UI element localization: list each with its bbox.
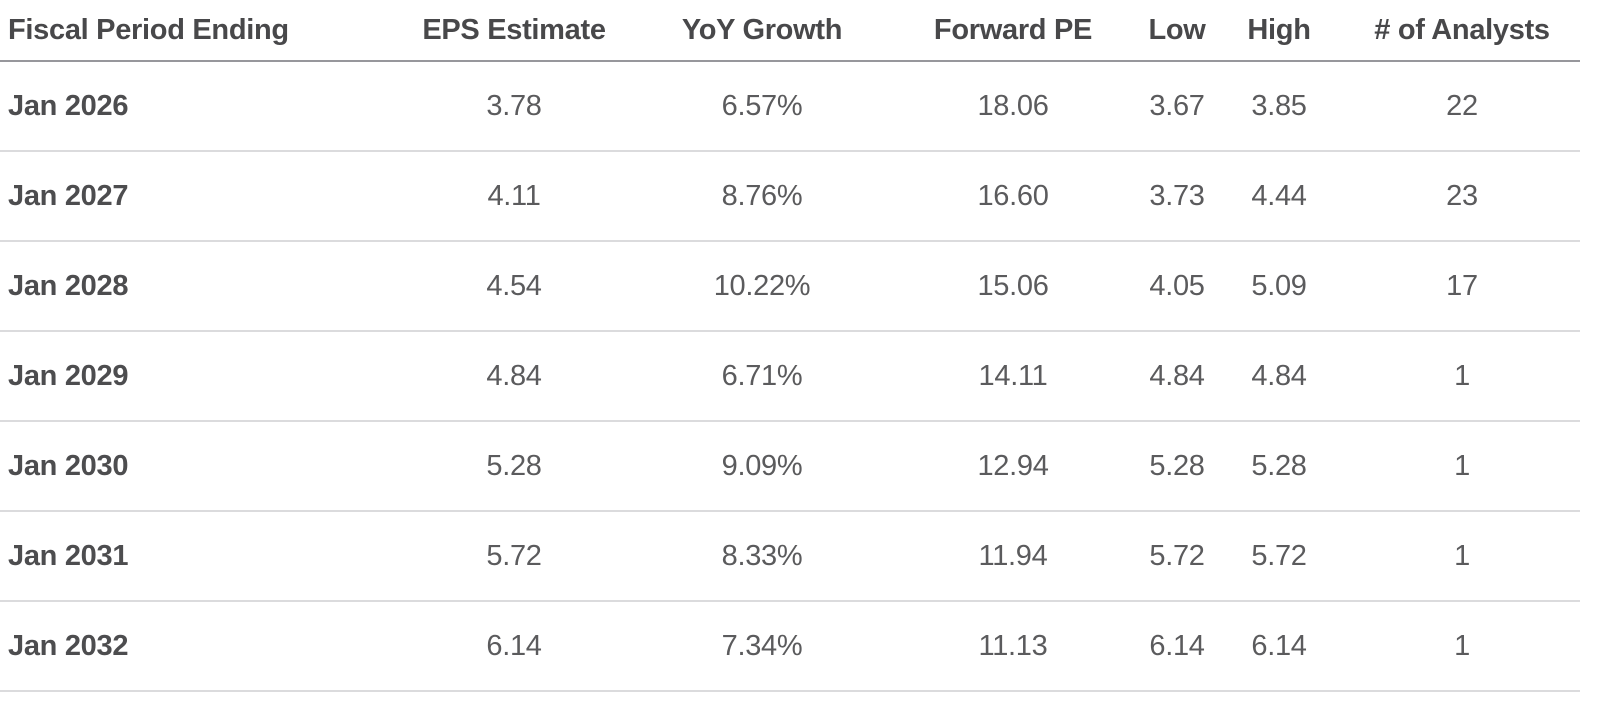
cell-low: 3.67 bbox=[1140, 61, 1214, 152]
cell-period: Jan 2031 bbox=[0, 511, 390, 602]
cell-analysts: 1 bbox=[1344, 601, 1580, 692]
cell-forward-pe: 11.13 bbox=[886, 601, 1140, 692]
table-row-jan-2026: Jan 2026 3.78 6.57% 18.06 3.67 3.85 22 bbox=[0, 61, 1580, 152]
cell-forward-pe: 15.06 bbox=[886, 241, 1140, 332]
cell-eps-estimate: 4.54 bbox=[390, 241, 638, 332]
cell-analysts: 23 bbox=[1344, 151, 1580, 242]
table-row-jan-2031: Jan 2031 5.72 8.33% 11.94 5.72 5.72 1 bbox=[0, 511, 1580, 602]
cell-yoy-growth: 9.09% bbox=[638, 421, 886, 512]
table-row-jan-2029: Jan 2029 4.84 6.71% 14.11 4.84 4.84 1 bbox=[0, 331, 1580, 422]
cell-period: Jan 2029 bbox=[0, 331, 390, 422]
cell-period: Jan 2027 bbox=[0, 151, 390, 242]
cell-high: 4.84 bbox=[1214, 331, 1344, 422]
column-header-low: Low bbox=[1140, 0, 1214, 62]
table-row-jan-2028: Jan 2028 4.54 10.22% 15.06 4.05 5.09 17 bbox=[0, 241, 1580, 332]
cell-eps-estimate: 5.72 bbox=[390, 511, 638, 602]
cell-forward-pe: 11.94 bbox=[886, 511, 1140, 602]
cell-analysts: 22 bbox=[1344, 61, 1580, 152]
cell-yoy-growth: 8.33% bbox=[638, 511, 886, 602]
cell-yoy-growth: 6.71% bbox=[638, 331, 886, 422]
table-row-jan-2032: Jan 2032 6.14 7.34% 11.13 6.14 6.14 1 bbox=[0, 601, 1580, 692]
cell-high: 4.44 bbox=[1214, 151, 1344, 242]
cell-analysts: 1 bbox=[1344, 421, 1580, 512]
column-header-yoy-growth: YoY Growth bbox=[638, 0, 886, 62]
cell-low: 5.28 bbox=[1140, 421, 1214, 512]
cell-analysts: 1 bbox=[1344, 511, 1580, 602]
column-header-high: High bbox=[1214, 0, 1344, 62]
cell-period: Jan 2028 bbox=[0, 241, 390, 332]
cell-analysts: 17 bbox=[1344, 241, 1580, 332]
table-row-jan-2027: Jan 2027 4.11 8.76% 16.60 3.73 4.44 23 bbox=[0, 151, 1580, 242]
table-row-jan-2030: Jan 2030 5.28 9.09% 12.94 5.28 5.28 1 bbox=[0, 421, 1580, 512]
cell-high: 5.28 bbox=[1214, 421, 1344, 512]
cell-analysts: 1 bbox=[1344, 331, 1580, 422]
eps-estimates-table: Fiscal Period Ending EPS Estimate YoY Gr… bbox=[0, 0, 1580, 692]
column-header-forward-pe: Forward PE bbox=[886, 0, 1140, 62]
cell-low: 6.14 bbox=[1140, 601, 1214, 692]
cell-yoy-growth: 7.34% bbox=[638, 601, 886, 692]
cell-eps-estimate: 4.84 bbox=[390, 331, 638, 422]
cell-low: 3.73 bbox=[1140, 151, 1214, 242]
cell-low: 5.72 bbox=[1140, 511, 1214, 602]
cell-low: 4.84 bbox=[1140, 331, 1214, 422]
cell-forward-pe: 18.06 bbox=[886, 61, 1140, 152]
cell-forward-pe: 14.11 bbox=[886, 331, 1140, 422]
column-header-eps-estimate: EPS Estimate bbox=[390, 0, 638, 62]
cell-high: 5.72 bbox=[1214, 511, 1344, 602]
cell-period: Jan 2030 bbox=[0, 421, 390, 512]
cell-high: 6.14 bbox=[1214, 601, 1344, 692]
column-header-fiscal-period-ending: Fiscal Period Ending bbox=[0, 0, 390, 62]
cell-eps-estimate: 6.14 bbox=[390, 601, 638, 692]
table-header-row: Fiscal Period Ending EPS Estimate YoY Gr… bbox=[0, 0, 1580, 62]
cell-yoy-growth: 6.57% bbox=[638, 61, 886, 152]
cell-period: Jan 2026 bbox=[0, 61, 390, 152]
cell-forward-pe: 16.60 bbox=[886, 151, 1140, 242]
cell-yoy-growth: 10.22% bbox=[638, 241, 886, 332]
cell-eps-estimate: 3.78 bbox=[390, 61, 638, 152]
column-header-analysts: # of Analysts bbox=[1344, 0, 1580, 62]
cell-yoy-growth: 8.76% bbox=[638, 151, 886, 242]
cell-eps-estimate: 4.11 bbox=[390, 151, 638, 242]
cell-high: 3.85 bbox=[1214, 61, 1344, 152]
cell-high: 5.09 bbox=[1214, 241, 1344, 332]
cell-low: 4.05 bbox=[1140, 241, 1214, 332]
cell-eps-estimate: 5.28 bbox=[390, 421, 638, 512]
cell-forward-pe: 12.94 bbox=[886, 421, 1140, 512]
cell-period: Jan 2032 bbox=[0, 601, 390, 692]
